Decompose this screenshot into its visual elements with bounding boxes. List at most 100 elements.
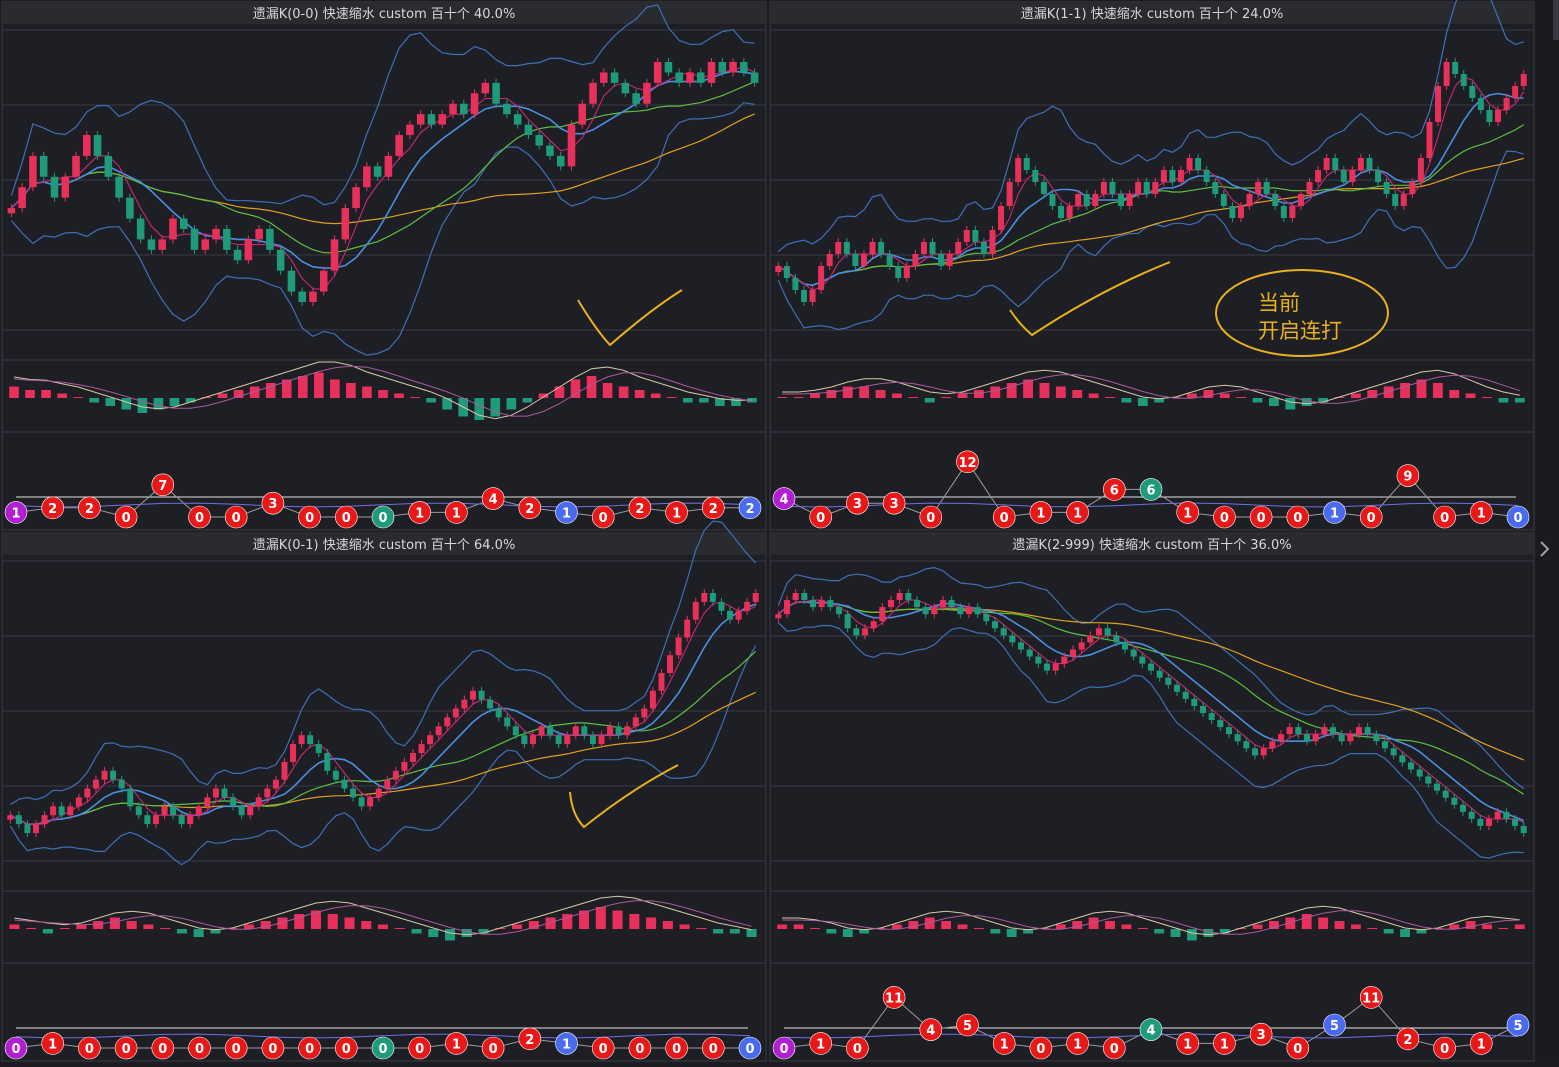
macd-bar [42, 929, 53, 934]
macd-bar [618, 386, 629, 398]
candle [1459, 804, 1467, 812]
macd-bar [41, 390, 51, 398]
macd-bar [25, 390, 35, 398]
macd-bar [1416, 379, 1427, 398]
candle [931, 607, 938, 615]
candle [524, 124, 533, 136]
macd-bar [522, 398, 533, 403]
miss-bubble [956, 1013, 979, 1037]
miss-bubble-label: 0 [1220, 511, 1229, 526]
miss-bubble-label: 2 [525, 1033, 534, 1048]
miss-bubble-label: 0 [853, 1042, 862, 1057]
candle [1392, 194, 1399, 206]
candle [1381, 741, 1389, 749]
candle [913, 600, 921, 608]
candle [775, 614, 782, 619]
candle [1442, 790, 1449, 798]
ma-green-line [777, 601, 1525, 795]
candle [869, 242, 876, 254]
miss-bubble [224, 1036, 248, 1060]
macd-bar [1023, 379, 1033, 398]
miss-bubble-label: 0 [1513, 511, 1522, 526]
checkmark-annotation [569, 764, 679, 829]
scrollbar-thumb[interactable] [1553, 0, 1559, 40]
candle [948, 600, 955, 608]
candle [556, 155, 565, 167]
checkmark-annotation [577, 289, 683, 347]
candle [729, 62, 737, 73]
macd-bar [602, 383, 613, 398]
miss-bubble-label: 5 [1513, 1019, 1522, 1034]
candle [330, 239, 339, 271]
candle [692, 601, 699, 620]
macd-bar [121, 398, 132, 410]
candle [887, 600, 895, 608]
candle [512, 726, 519, 736]
candle [50, 806, 57, 816]
macd-bar [1383, 386, 1394, 398]
macd-line [14, 895, 752, 936]
miss-bubble [1433, 1036, 1456, 1060]
candle [1460, 74, 1467, 86]
candle [1315, 170, 1322, 182]
macd-bar [1039, 383, 1050, 398]
candle [1026, 649, 1033, 657]
candle [675, 637, 682, 656]
candle [879, 607, 886, 622]
candle [1130, 649, 1137, 657]
miss-bubble-label: 4 [489, 493, 498, 508]
macd-bar [973, 390, 984, 398]
bollinger-upper-line [9, 520, 757, 806]
candle [920, 242, 927, 254]
miss-bubble-label: 11 [1362, 991, 1380, 1006]
macd-bar [76, 924, 87, 929]
ma-blue-line [777, 600, 1524, 822]
candle [444, 717, 451, 727]
macd-bar [1416, 929, 1427, 934]
macd-bar [1154, 398, 1165, 403]
macd-bar [153, 398, 164, 410]
macd-bar [538, 393, 549, 398]
ma-magenta-line [11, 66, 755, 290]
candle [870, 621, 877, 629]
macd-bar [1367, 390, 1378, 398]
candle [7, 815, 14, 820]
miss-bubble-label: 0 [672, 1042, 681, 1057]
candle [230, 797, 237, 807]
candle [1366, 158, 1373, 170]
macd-bar [646, 917, 657, 929]
miss-bubble [1213, 1032, 1236, 1055]
candle [1400, 194, 1407, 206]
chevron-right-icon[interactable] [1540, 541, 1550, 557]
candle [1364, 727, 1371, 735]
bollinger-upper-line [777, 566, 1525, 790]
chart-panel-2: 遗漏K(0-1) 快速缩水 custom 百十个 64.0% 0 1 0 0 0 0 0 0 0 0… [1, 520, 767, 1062]
miss-bubble [151, 473, 175, 497]
macd-bar [9, 924, 20, 929]
macd-bar [1137, 398, 1148, 406]
bollinger-lower-line [9, 645, 757, 866]
panel-background [769, 532, 1535, 1062]
candle [170, 806, 177, 816]
candle [1340, 170, 1347, 182]
macd-bar [1449, 390, 1460, 398]
miss-bubble [1139, 478, 1163, 501]
candle [1452, 62, 1459, 74]
candle [212, 228, 220, 240]
annotation-text: 当前 [1258, 291, 1300, 315]
miss-bubble-label: 1 [1073, 506, 1082, 521]
candle [221, 788, 228, 798]
right-sidebar [1536, 0, 1559, 1063]
miss-bubble [1359, 505, 1383, 529]
macd-bar [696, 928, 707, 929]
candle [104, 155, 113, 177]
candle [39, 155, 48, 177]
candle [287, 270, 296, 292]
macd-bar [362, 386, 372, 398]
candle [110, 770, 117, 780]
miss-bubble-label: 0 [11, 1042, 20, 1057]
candle [1303, 734, 1311, 742]
miss-bubble [701, 1036, 725, 1060]
candle [938, 254, 945, 266]
